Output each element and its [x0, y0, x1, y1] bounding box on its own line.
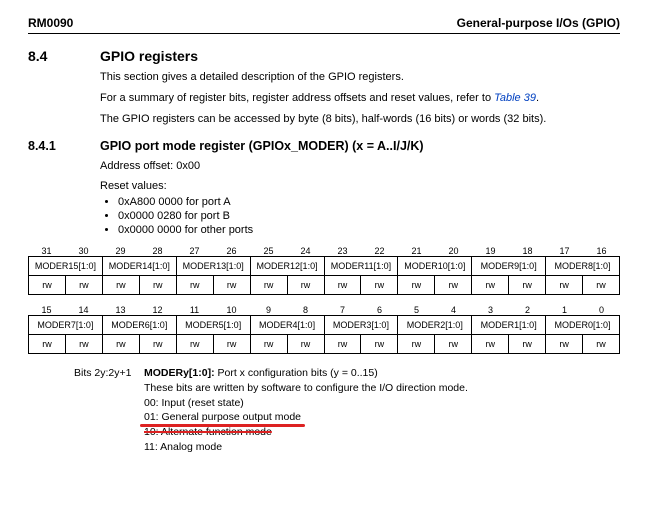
field-cell: MODER5[1:0]: [176, 316, 250, 335]
field-name: MODERy[1:0]:: [144, 367, 215, 379]
field-cell: MODER4[1:0]: [250, 316, 324, 335]
subsection-title: GPIO port mode register (GPIOx_MODER) (x…: [100, 139, 424, 153]
bits-label: Bits 2y:2y+1: [74, 366, 144, 381]
field-cell: MODER12[1:0]: [250, 257, 324, 276]
field-description: Bits 2y:2y+1 MODERy[1:0]: Port x configu…: [74, 366, 620, 454]
field-cell: MODER11[1:0]: [324, 257, 398, 276]
list-item: 0x0000 0280 for port B: [118, 210, 620, 222]
field-cell: MODER0[1:0]: [546, 316, 620, 335]
field-cell: MODER14[1:0]: [102, 257, 176, 276]
doc-ref: RM0090: [28, 16, 73, 30]
register-table-high: MODER15[1:0] MODER14[1:0] MODER13[1:0] M…: [28, 256, 620, 295]
address-offset: Address offset: 0x00: [100, 159, 620, 174]
bit-numbers-low: 15141312 111098 7654 3210: [28, 305, 620, 315]
field-cell: MODER10[1:0]: [398, 257, 472, 276]
field-cell: MODER3[1:0]: [324, 316, 398, 335]
section-title: GPIO registers: [100, 48, 198, 64]
section-intro-1: This section gives a detailed descriptio…: [100, 70, 620, 85]
field-cell: MODER8[1:0]: [546, 257, 620, 276]
reset-values-list: 0xA800 0000 for port A 0x0000 0280 for p…: [100, 196, 620, 236]
section-intro-2: For a summary of register bits, register…: [100, 91, 620, 106]
reset-values-label: Reset values:: [100, 179, 620, 194]
field-cell: MODER9[1:0]: [472, 257, 546, 276]
desc-line: 11: Analog mode: [144, 440, 620, 455]
field-cell: MODER1[1:0]: [472, 316, 546, 335]
desc-line-strike: 10: Alternate function mode: [144, 425, 620, 440]
list-item: 0xA800 0000 for port A: [118, 196, 620, 208]
field-cell: MODER6[1:0]: [102, 316, 176, 335]
register-table-low: MODER7[1:0] MODER6[1:0] MODER5[1:0] MODE…: [28, 315, 620, 354]
table-ref-link[interactable]: Table 39: [494, 92, 536, 104]
section-intro-3: The GPIO registers can be accessed by by…: [100, 112, 620, 127]
field-cell: MODER13[1:0]: [176, 257, 250, 276]
subsection-number: 8.4.1: [28, 139, 100, 153]
field-cell: MODER15[1:0]: [29, 257, 103, 276]
section-number: 8.4: [28, 48, 100, 64]
field-cell: MODER2[1:0]: [398, 316, 472, 335]
desc-line: These bits are written by software to co…: [144, 381, 620, 396]
chapter-title: General-purpose I/Os (GPIO): [457, 16, 620, 30]
bit-numbers-high: 31302928 27262524 23222120 19181716: [28, 246, 620, 256]
list-item: 0x0000 0000 for other ports: [118, 224, 620, 236]
field-cell: MODER7[1:0]: [29, 316, 103, 335]
desc-line: 00: Input (reset state): [144, 396, 620, 411]
desc-line-highlight: 01: General purpose output mode: [144, 410, 620, 425]
